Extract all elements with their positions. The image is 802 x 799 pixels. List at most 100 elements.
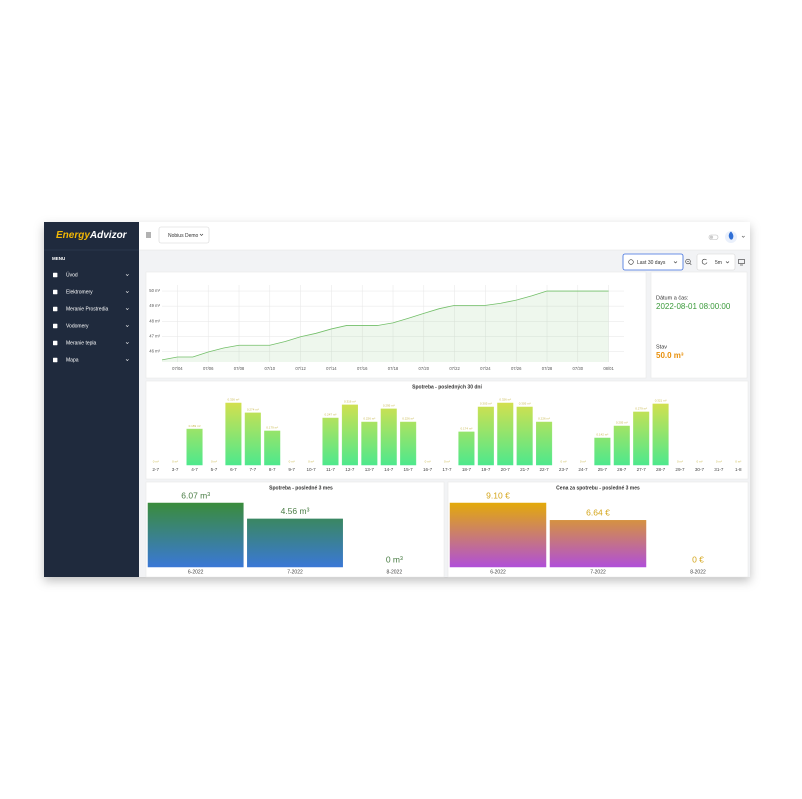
x-tick-label: 8-2022 [690,569,706,575]
menu-icon [53,323,58,329]
x-tick-label: 10-7 [306,467,316,472]
sidebar [44,222,139,577]
x-tick-label: 30-7 [695,467,705,472]
x-tick-label: 18-7 [462,467,472,472]
time-range-picker[interactable] [622,253,684,271]
menu-toggle[interactable] [146,232,151,238]
value-label: 6.64 € [586,508,610,518]
x-tick-label: 29-7 [675,467,685,472]
x-tick-label: 8-7 [269,467,276,472]
menu-label: Úvod [66,272,78,279]
x-tick-label: 07/16 [357,366,368,371]
value-label: 0 m³ [172,460,178,464]
organization-select[interactable] [158,226,210,244]
x-tick-label: 25-7 [598,467,608,472]
x-tick-label: 07/10 [265,366,276,371]
x-tick-label: 11-7 [326,467,335,472]
x-tick-label: 08/01 [603,366,614,371]
view-mode-button[interactable] [738,259,745,266]
x-tick-label: 6-2022 [188,569,204,575]
x-tick-label: 1-8 [735,467,742,472]
menu-label: Meranie tepla [66,341,97,347]
x-tick-label: 7-2022 [590,569,606,575]
menu: Úvod Elektromery Meranie Prostredia Vodomer… [53,272,129,364]
value-label: 0.142 m³ [596,433,608,437]
value-label: 0.279 m³ [635,407,647,411]
x-tick-label: 6-2022 [490,569,506,575]
value-label: 0.274 m³ [247,408,259,412]
value-label: 0 m³ [308,460,314,464]
x-tick-label: 07/18 [388,366,399,371]
bar [536,421,553,466]
y-tick-label: 49 m³ [149,303,160,308]
x-tick-label: 07/12 [295,366,306,371]
chevron [125,342,129,345]
bar [449,502,547,568]
value-label: 0 m³ [580,460,586,464]
value-label: 0.305 m³ [480,402,492,406]
value-label: 0 m³ [735,460,741,464]
menu-item[interactable]: Meranie Prostredia [53,307,129,313]
stat-label: Stav [656,344,667,350]
x-tick-label: 16-7 [423,467,433,472]
value-label: 0.326 m³ [227,398,239,402]
x-tick-label: 07/04 [172,366,183,371]
time-range: Last 30 days [637,260,666,266]
x-tick-label: 19-7 [481,467,491,472]
menu-item[interactable]: Meranie tepla [53,341,129,347]
x-tick-label: 26-7 [617,467,627,472]
menu-item[interactable]: Mapa [53,358,129,364]
chevron [673,261,678,264]
value-label: 0 m³ [444,460,450,464]
bar [361,421,378,466]
bar [186,428,203,466]
value-label: 0.295 m³ [383,404,395,408]
x-tick-label: 12-7 [345,467,355,472]
menu-item[interactable]: Vodomery [53,324,129,330]
value-label: 0 m³ [153,460,159,464]
value-label: 0.179 m³ [266,426,278,430]
menu-item[interactable]: Úvod [53,272,129,279]
y-tick-label: 50 m³ [149,288,160,293]
x-tick-label: 8-2022 [387,569,403,575]
menu-label: Meranie Prostredia [66,307,108,313]
value-label: 0 m³ [386,554,403,564]
bar [497,402,514,466]
area-fill [162,291,609,362]
menu-item[interactable]: Elektromery [53,290,129,296]
value-label: 4.56 m³ [281,506,310,516]
bar [400,421,417,466]
x-tick-label: 23-7 [559,467,569,472]
zoom-out-button[interactable] [685,258,692,266]
bar [264,430,281,466]
menu-label: Vodomery [66,324,89,330]
bar [613,425,630,466]
x-tick-label: 4-7 [191,467,198,472]
panel [145,271,647,379]
refresh-icon [701,258,708,265]
chevron [125,291,129,294]
bar [147,502,244,568]
y-tick-label: 46 m³ [149,349,160,354]
x-tick-label: 27-7 [637,467,647,472]
x-tick-label: 7-2022 [287,569,303,575]
value-label: 0 € [692,554,704,564]
x-tick-label: 17-7 [442,467,452,472]
refresh-picker[interactable] [696,253,736,271]
x-tick-label: 07/26 [511,366,522,371]
x-tick-label: 07/14 [326,366,337,371]
bar [458,431,475,466]
x-tick-label: 07/08 [234,366,245,371]
x-tick-label: 7-7 [249,467,256,472]
x-tick-label: 13-7 [365,467,375,472]
x-tick-label: 9-7 [288,467,295,472]
value-label: 0 m³ [425,460,431,464]
clock-icon [628,259,634,265]
bar [322,417,339,466]
y-tick-label: 47 m³ [149,333,160,338]
menu-icon [53,306,58,312]
x-tick-label: 07/20 [419,366,430,371]
value-label: 0 m³ [696,460,702,464]
chevron [725,261,730,264]
